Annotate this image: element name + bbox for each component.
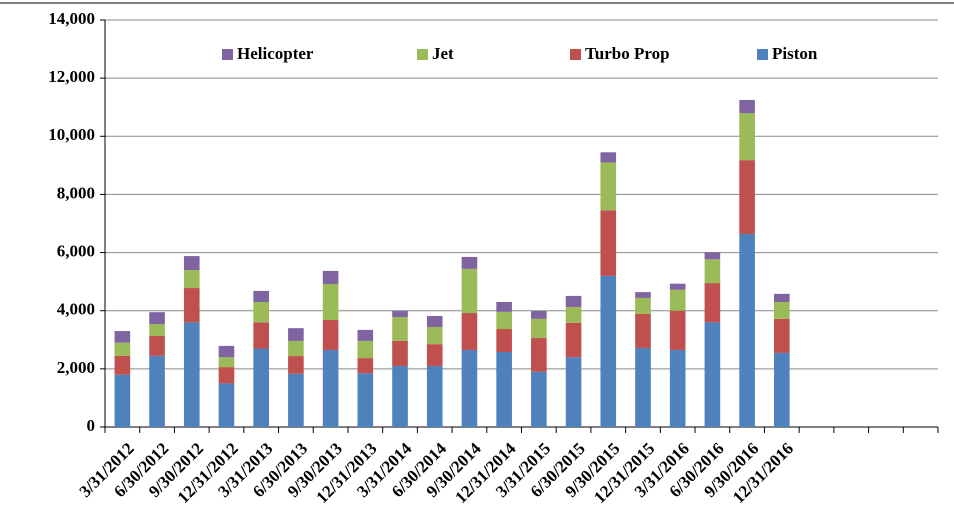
legend-label: Turbo Prop [585,44,670,63]
bar-segment [565,295,582,307]
bar-segment [600,152,617,163]
bar-segment [426,365,443,427]
bar-segment [600,210,617,276]
bar-segment [288,328,304,341]
bar-segment [461,349,478,427]
bar-segment [253,290,269,302]
bar-segment [531,318,547,339]
y-tick-label: 8,000 [57,183,95,202]
bar-segment [253,301,269,323]
bar-segment [218,367,235,384]
bar-segment [531,338,547,372]
bar-segment [322,349,339,427]
bar-segment [392,340,408,366]
bar-segment [739,113,755,161]
bar-segment [774,352,790,427]
bar-segment [426,344,443,366]
y-tick-label: 6,000 [57,241,95,260]
legend-label: Piston [772,44,818,63]
bar-segment [426,315,443,327]
bar-segment [600,275,617,427]
bar-segment [149,312,165,325]
bar-segment [357,358,374,374]
bar-segment [149,324,165,337]
bar-segment [774,318,790,353]
bar-segment [114,342,131,356]
bar-segment [426,326,443,345]
legend-label: Helicopter [237,44,314,63]
bar-segment [635,347,651,427]
bar-segment [253,322,269,349]
bar-segment [669,349,686,427]
bar-segment [531,371,547,427]
bar-segment [288,373,304,427]
bar-segment [114,374,131,427]
bar-segment [322,320,339,350]
bar-segment [461,256,478,269]
bar-segment [461,268,478,314]
bar-segment [669,283,686,290]
y-tick-label: 2,000 [57,358,95,377]
y-tick-label: 4,000 [57,300,95,319]
bar-segment [669,289,686,311]
bar-segment [357,340,374,359]
bar-segment [357,373,374,427]
bar-segment [496,301,512,312]
bar-segment [218,345,235,358]
bar-segment [704,283,721,323]
bar-segment [704,322,721,427]
legend-label: Jet [432,44,454,63]
bar-segment [704,259,721,284]
bar-segment [635,297,651,314]
bar-segment [774,293,790,302]
bar-segment [704,252,721,260]
y-tick-label: 12,000 [48,67,95,86]
bar-segment [635,313,651,348]
bar-segment [149,336,165,356]
bar-segment [149,355,165,427]
legend-swatch [417,49,428,60]
bar-segment [357,329,374,341]
bar-segment [253,348,269,427]
bar-segment [739,233,755,427]
bar-segment [496,329,512,352]
bar-segment [322,270,339,284]
legend-swatch [757,49,768,60]
bar-segment [183,270,200,289]
bar-segment [600,162,617,211]
bar-segment [183,288,200,323]
bar-segment [531,311,547,319]
bar-segment [392,365,408,427]
legend-swatch [570,49,581,60]
bar-segment [669,310,686,350]
bar-segment [739,160,755,234]
y-tick-label: 0 [87,416,96,435]
bar-segment [183,256,200,271]
bar-segment [322,283,339,321]
bar-segment [392,311,408,318]
bar-segment [218,383,235,427]
bar-segment [288,356,304,374]
bar-segment [565,322,582,358]
bar-segment [288,340,304,357]
bar-segment [565,357,582,427]
bar-segment [635,292,651,298]
legend-swatch [222,49,233,60]
bar-segment [565,306,582,323]
y-tick-label: 10,000 [48,125,95,144]
bar-segment [496,311,512,330]
bar-segment [183,322,200,427]
bar-segment [461,313,478,350]
bar-segment [496,351,512,427]
y-tick-label: 14,000 [48,9,95,28]
bar-segment [392,317,408,341]
bar-segment [218,357,235,368]
bar-segment [739,99,755,114]
bar-segment [114,331,131,343]
bar-segment [114,355,131,375]
bar-segment [774,301,790,319]
